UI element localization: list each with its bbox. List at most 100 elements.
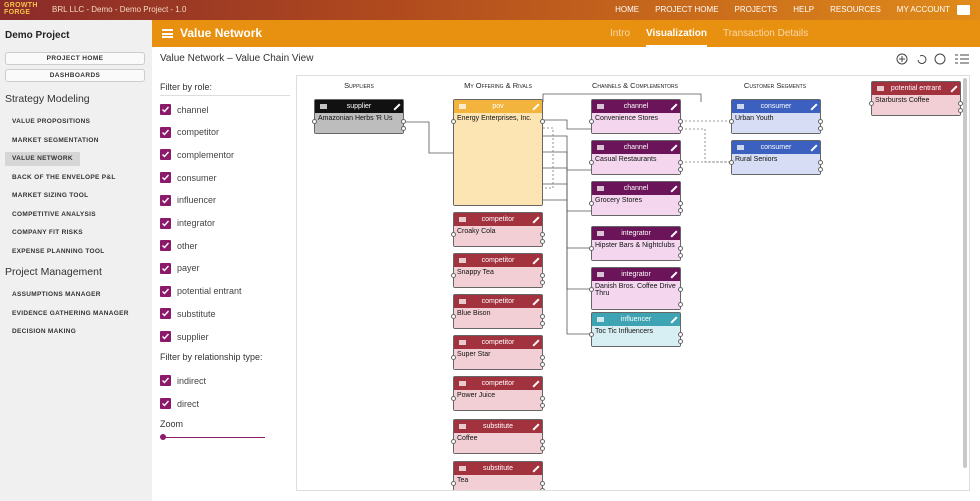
port[interactable] <box>818 167 823 172</box>
filter-option[interactable]: indirect <box>160 374 206 387</box>
menu-icon[interactable] <box>162 29 173 38</box>
port[interactable] <box>451 232 456 237</box>
port[interactable] <box>540 439 545 444</box>
edit-icon[interactable] <box>532 103 540 111</box>
node[interactable]: channel Grocery Stores <box>589 181 683 216</box>
port[interactable] <box>540 239 545 244</box>
port[interactable] <box>451 481 456 486</box>
port[interactable] <box>869 101 874 106</box>
checkbox[interactable] <box>160 104 171 115</box>
checkbox[interactable] <box>160 240 171 252</box>
port[interactable] <box>401 119 406 124</box>
sidebar-button[interactable]: DASHBOARDS <box>5 69 145 82</box>
edit-icon[interactable] <box>670 316 678 324</box>
port[interactable] <box>958 108 963 113</box>
port[interactable] <box>818 119 823 124</box>
port[interactable] <box>678 339 683 344</box>
undo-icon[interactable] <box>917 55 927 64</box>
sidebar-item[interactable]: COMPANY FIT RISKS <box>12 229 83 236</box>
node[interactable]: integrator Danish Bros. Coffee Drive Thru <box>589 267 683 310</box>
port[interactable] <box>540 280 545 285</box>
filter-option[interactable]: other <box>160 239 198 252</box>
sidebar-item[interactable]: VALUE NETWORK <box>5 152 80 166</box>
port[interactable] <box>451 396 456 401</box>
port[interactable] <box>540 481 545 486</box>
port[interactable] <box>678 332 683 337</box>
sidebar-item[interactable]: ASSUMPTIONS MANAGER <box>12 291 101 298</box>
checkbox[interactable] <box>160 194 171 206</box>
port[interactable] <box>540 321 545 326</box>
port[interactable] <box>678 160 683 165</box>
filter-option[interactable]: payer <box>160 262 200 275</box>
port[interactable] <box>958 101 963 106</box>
filter-option[interactable]: channel <box>160 103 209 116</box>
port[interactable] <box>678 208 683 213</box>
sidebar-item[interactable]: MARKET SIZING TOOL <box>12 192 89 199</box>
port[interactable] <box>451 273 456 278</box>
node[interactable]: channel Convenience Stores <box>589 99 683 134</box>
port[interactable] <box>540 488 545 490</box>
port[interactable] <box>589 332 594 337</box>
checkbox[interactable] <box>160 308 171 320</box>
edit-icon[interactable] <box>532 380 540 388</box>
scrollbar[interactable] <box>963 78 967 468</box>
sidebar-item[interactable]: DECISION MAKING <box>12 328 77 335</box>
edit-icon[interactable] <box>532 216 540 224</box>
checkbox[interactable] <box>160 285 171 297</box>
edit-icon[interactable] <box>393 103 401 111</box>
port[interactable] <box>540 232 545 237</box>
nav-link[interactable]: PROJECTS <box>734 5 778 14</box>
node[interactable]: influencer Toc Tic Influencers <box>589 312 683 347</box>
edit-icon[interactable] <box>950 85 958 93</box>
edit-icon[interactable] <box>532 298 540 306</box>
node[interactable]: consumer Urban Youth <box>729 99 823 134</box>
checkbox[interactable] <box>160 375 171 386</box>
sidebar-item[interactable]: VALUE PROPOSITIONS <box>12 118 91 125</box>
port[interactable] <box>818 160 823 165</box>
filter-option[interactable]: competitor <box>160 126 219 139</box>
zoom-thumb[interactable] <box>160 434 166 440</box>
checkbox[interactable] <box>160 331 171 342</box>
port[interactable] <box>540 119 545 124</box>
checkbox[interactable] <box>160 217 171 229</box>
port[interactable] <box>401 126 406 131</box>
filter-option[interactable]: consumer <box>160 171 217 184</box>
logo[interactable]: GROWTH FORGE <box>4 2 38 16</box>
node[interactable]: competitor Power Juice <box>451 376 545 411</box>
node[interactable]: competitor Snappy Tea <box>451 253 545 288</box>
port[interactable] <box>540 403 545 408</box>
edit-icon[interactable] <box>810 103 818 111</box>
port[interactable] <box>540 362 545 367</box>
edit-icon[interactable] <box>532 339 540 347</box>
sidebar-item[interactable]: EVIDENCE GATHERING MANAGER <box>12 309 129 317</box>
node[interactable]: competitor Super Star <box>451 335 545 370</box>
sidebar-item[interactable]: MARKET SEGMENTATION <box>12 136 99 144</box>
tab[interactable]: Intro <box>610 28 631 39</box>
port[interactable] <box>678 126 683 131</box>
sidebar-button[interactable]: PROJECT HOME <box>5 52 145 65</box>
port[interactable] <box>540 355 545 360</box>
tab[interactable]: Transaction Details <box>722 28 809 39</box>
port[interactable] <box>540 396 545 401</box>
node[interactable]: supplier Amazonian Herbs 'R Us <box>312 99 406 134</box>
node[interactable]: substitute Coffee <box>451 419 545 454</box>
port[interactable] <box>729 119 734 124</box>
node[interactable]: consumer Rural Seniors <box>729 140 823 175</box>
edit-icon[interactable] <box>670 230 678 238</box>
checkbox[interactable] <box>160 126 171 138</box>
node[interactable]: substitute Tea <box>451 461 545 490</box>
port[interactable] <box>729 160 734 165</box>
node[interactable]: competitor Croaky Cola <box>451 212 545 247</box>
filter-option[interactable]: influencer <box>160 194 216 207</box>
sidebar-item[interactable]: BACK OF THE ENVELOPE P&L <box>12 173 116 181</box>
port[interactable] <box>678 201 683 206</box>
checkbox[interactable] <box>160 149 171 161</box>
checkbox[interactable] <box>160 172 171 184</box>
port[interactable] <box>540 273 545 278</box>
port[interactable] <box>451 314 456 319</box>
node[interactable]: competitor Blue Bison <box>451 294 545 329</box>
port[interactable] <box>312 119 317 124</box>
nav-link[interactable]: HELP <box>793 5 815 14</box>
filter-option[interactable]: potential entrant <box>160 285 242 298</box>
port[interactable] <box>818 126 823 131</box>
